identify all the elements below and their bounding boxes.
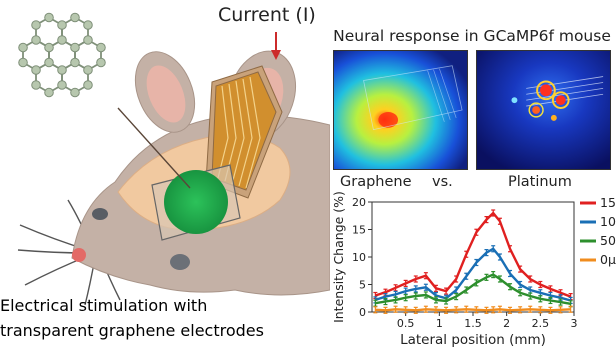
mouse-eye xyxy=(92,208,108,220)
x-tick-label: 1 xyxy=(436,317,443,330)
y-tick-label: 10 xyxy=(352,251,366,264)
legend-label: 50µA xyxy=(600,233,616,248)
x-tick-label: 2.5 xyxy=(532,317,550,330)
plot-frame xyxy=(371,201,575,313)
y-tick-label: 20 xyxy=(352,196,366,209)
caption-line-2: transparent graphene electrodes xyxy=(0,321,264,340)
x-tick-label: 0.5 xyxy=(397,317,415,330)
legend-label: 100µA xyxy=(600,214,616,229)
graphene-response-map xyxy=(333,50,468,170)
y-tick-label: 15 xyxy=(352,224,366,237)
y-tick-label: 5 xyxy=(359,279,366,292)
platinum-label: Platinum xyxy=(508,174,572,190)
legend-label: 0µA xyxy=(600,252,616,267)
y-axis-label: Intensity Change (%) xyxy=(331,191,346,323)
x-tick-label: 1.5 xyxy=(464,317,482,330)
vs-label: vs. xyxy=(432,174,453,190)
neural-response-title: Neural response in GCaMP6f mouse xyxy=(333,27,611,45)
pointer-line xyxy=(117,107,191,189)
graphene-lattice-icon xyxy=(18,12,106,98)
series-line-3 xyxy=(375,308,571,312)
series-line-1 xyxy=(375,247,571,302)
x-axis-label: Lateral position (mm) xyxy=(400,332,546,348)
mouse-nose xyxy=(72,248,86,262)
current-label: Current (I) xyxy=(218,4,316,26)
x-tick-label: 2 xyxy=(503,317,510,330)
caption-line-1: Electrical stimulation with xyxy=(0,296,208,315)
graphene-label: Graphene xyxy=(340,174,412,190)
legend-label: 150µA xyxy=(600,195,616,210)
mouse-illustration xyxy=(17,12,330,306)
intensity-chart: 0 5 10 15 20 0.5 1 1.5 2 2.5 3 Lateral position (mm… xyxy=(331,191,616,348)
platinum-response-map xyxy=(476,50,611,170)
y-tick-label: 0 xyxy=(359,306,366,319)
x-tick-label: 3 xyxy=(571,317,578,330)
graphene-electrode xyxy=(164,170,228,234)
mouse-eye-2 xyxy=(170,254,190,270)
